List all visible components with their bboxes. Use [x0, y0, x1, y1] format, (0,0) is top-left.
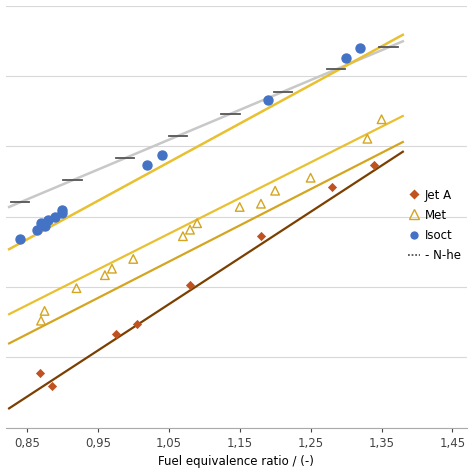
- Point: [257, 232, 265, 240]
- Point: [133, 320, 141, 328]
- Legend: Jet A, Met, Isoct, - N-he: Jet A, Met, Isoct, - N-he: [403, 184, 465, 266]
- Point: [144, 161, 151, 169]
- Point: [378, 116, 385, 123]
- Point: [193, 219, 201, 227]
- Point: [307, 174, 314, 182]
- Point: [264, 96, 272, 103]
- Point: [41, 307, 48, 315]
- Point: [257, 200, 265, 208]
- Point: [186, 281, 194, 289]
- Point: [236, 203, 244, 211]
- Point: [41, 223, 48, 230]
- Point: [356, 44, 364, 52]
- Point: [271, 187, 279, 194]
- Point: [108, 265, 116, 273]
- Point: [37, 317, 45, 324]
- Point: [58, 210, 66, 217]
- Point: [129, 255, 137, 263]
- Point: [364, 135, 371, 143]
- X-axis label: Fuel equivalence ratio / (-): Fuel equivalence ratio / (-): [158, 456, 314, 468]
- Point: [34, 226, 41, 234]
- Point: [48, 382, 55, 390]
- Point: [179, 232, 187, 240]
- Point: [73, 284, 80, 292]
- Point: [36, 369, 44, 376]
- Point: [328, 184, 336, 191]
- Point: [112, 330, 119, 337]
- Point: [158, 151, 165, 159]
- Point: [16, 236, 24, 243]
- Point: [371, 161, 378, 169]
- Point: [342, 54, 350, 61]
- Point: [37, 219, 45, 227]
- Point: [51, 213, 59, 220]
- Point: [58, 206, 66, 214]
- Point: [45, 216, 52, 224]
- Point: [101, 272, 109, 279]
- Point: [186, 226, 194, 234]
